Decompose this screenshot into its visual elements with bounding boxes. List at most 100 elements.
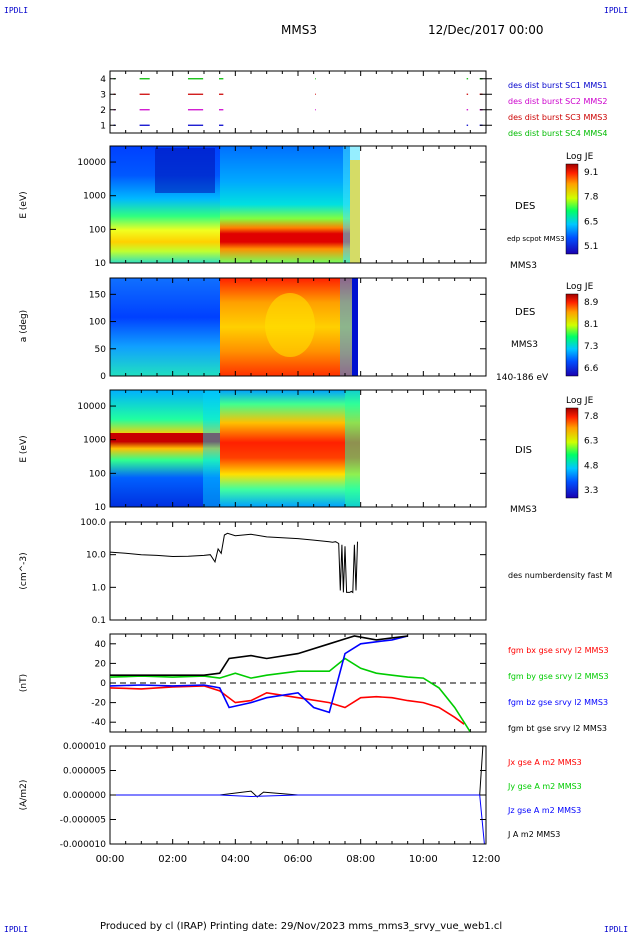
y-tick-label: 4 [100,75,106,85]
dis-energy-edge [345,390,360,507]
fgm-frame [109,633,487,733]
y-tick-label: 2 [100,106,106,116]
burst-panel-frame [109,70,487,134]
pitch-colorbar: Log JE 8.9 8.1 7.3 6.6 [565,282,599,377]
density-panel: 0.1 1.0 10.0 100.0 (cm^-3) des numberdensit… [19,518,612,626]
colorbar-tick-label: 8.9 [584,298,599,308]
colorbar-tick-label: 5.1 [584,242,598,252]
des-energy-edge-2 [350,160,360,263]
des-pitch-panel: 0 50 100 150 a (deg) DES MMS3 140-186 eV Lo… [19,277,599,383]
pitch-label: DES [515,307,535,318]
pitch-ylabel: a (deg) [19,310,29,342]
mission-title: MMS3 [281,23,317,37]
y-tick-label: 0.1 [92,616,106,626]
x-tick-label: 06:00 [284,854,313,865]
y-tick-label: 100 [89,469,106,479]
dis-energy-red-band [110,433,220,442]
corner-label-top-left: IPDLI [4,6,28,15]
fgm-legend-entry: fgm bx gse srvy l2 MMS3 [508,646,609,655]
current-legend-entry: J A m2 MMS3 [507,830,560,839]
corner-label-bottom-right: IPDLI [604,925,628,934]
x-tick-label: 00:00 [96,854,125,865]
footer-text: Produced by cl (IRAP) Printing date: 29/… [100,921,502,932]
y-tick-label: 1000 [83,436,106,446]
y-tick-label: 10000 [77,402,106,412]
des-energy-y-ticks: 10 100 1000 10000 [77,158,486,269]
series-line [109,657,471,733]
series-line [109,532,358,594]
des-energy-panel: 10 100 1000 10000 E (eV) DES edp scpot MMS3… [19,145,599,271]
burst-series-group [113,78,483,126]
dis-energy-bottom-label: MMS3 [510,505,537,515]
colorbar-gradient [565,407,579,499]
y-tick-label: 100 [89,225,106,235]
fgm-y-ticks: -40 -20 0 20 40 [91,640,486,728]
colorbar-title: Log JE [566,396,594,406]
y-tick-label: 10000 [77,158,106,168]
dis-energy-y-ticks: 10 100 1000 10000 [77,402,486,513]
y-tick-label: 100 [89,318,106,328]
fgm-panel: -40 -20 0 20 40 (nT) fgm bx gse srvy l2 MMS3… [19,633,609,733]
y-tick-label: 1000 [83,192,106,202]
fgm-ylabel: (nT) [19,674,29,692]
colorbar-title: Log JE [566,152,594,162]
y-tick-label: 1.0 [92,583,107,593]
series-line [110,745,484,798]
colorbar-gradient [565,163,579,255]
y-tick-label: 0.000010 [63,742,106,752]
series-line [110,635,408,676]
colorbar-tick-label: 4.8 [584,461,599,471]
pitch-bottom-label: 140-186 eV [496,373,549,383]
des-energy-ylabel: E (eV) [19,191,29,218]
colorbar-tick-label: 6.5 [584,217,598,227]
pitch-edge [340,278,352,376]
des-energy-bottom-label: MMS3 [510,261,537,271]
x-axis: 00:00 02:00 04:00 06:00 08:00 10:00 12:00 [96,854,501,865]
corner-label-top-right: IPDLI [604,6,628,15]
fgm-legend: fgm bx gse srvy l2 MMS3 fgm by gse srvy l… [508,646,609,733]
y-tick-label: -20 [91,699,106,709]
y-tick-label: 10 [95,259,107,269]
current-legend-entry: Jz gse A m2 MMS3 [507,806,581,815]
y-tick-label: 20 [95,659,107,669]
colorbar-tick-label: 6.3 [584,437,598,447]
colorbar-tick-label: 3.3 [584,486,598,496]
density-ylabel: (cm^-3) [19,552,29,589]
des-energy-label: DES [515,201,535,212]
colorbar-tick-label: 9.1 [584,168,598,178]
burst-legend-entry: des dist burst SC3 MMS3 [508,113,607,122]
y-tick-label: 150 [89,290,106,300]
fgm-legend-entry: fgm by gse srvy l2 MMS3 [508,672,609,681]
burst-legend: des dist burst SC1 MMS1 des dist burst SC… [486,78,607,138]
colorbar-tick-label: 7.8 [584,193,599,203]
colorbar-tick-label: 6.6 [584,364,599,374]
y-tick-label: -0.000010 [60,840,106,850]
fgm-legend-entry: fgm bt gse srvy l2 MMS3 [508,724,607,733]
pitch-y-ticks: 0 50 100 150 [89,290,486,382]
density-y-ticks: 0.1 1.0 10.0 100.0 [80,518,486,626]
dis-energy-panel: 10 100 1000 10000 E (eV) DIS MMS3 Log JE 7.8… [19,389,599,515]
pitch-yellow-blob [265,293,315,357]
density-legend-entry: des numberdensity fast M [508,571,612,580]
dis-energy-ylabel: E (eV) [19,435,29,462]
y-tick-label: 0 [100,679,106,689]
colorbar-tick-label: 7.3 [584,342,598,352]
y-tick-label: 50 [95,345,107,355]
des-energy-dark-patch [155,148,215,193]
x-tick-label: 10:00 [409,854,438,865]
dis-energy-colorbar: Log JE 7.8 6.3 4.8 3.3 [565,396,599,499]
colorbar-title: Log JE [566,282,594,292]
colorbar-gradient [565,293,579,377]
density-legend: des numberdensity fast M [508,571,612,580]
x-tick-label: 12:00 [472,854,501,865]
burst-legend-entry: des dist burst SC1 MMS1 [508,81,607,90]
pitch-edge-2 [352,278,358,376]
burst-legend-entry: des dist burst SC2 MMS2 [508,97,607,106]
x-tick-label: 08:00 [346,854,375,865]
des-energy-region-2 [220,146,350,263]
pitch-sublabel: MMS3 [511,340,538,350]
series-line [109,685,465,725]
series-line [109,635,408,714]
